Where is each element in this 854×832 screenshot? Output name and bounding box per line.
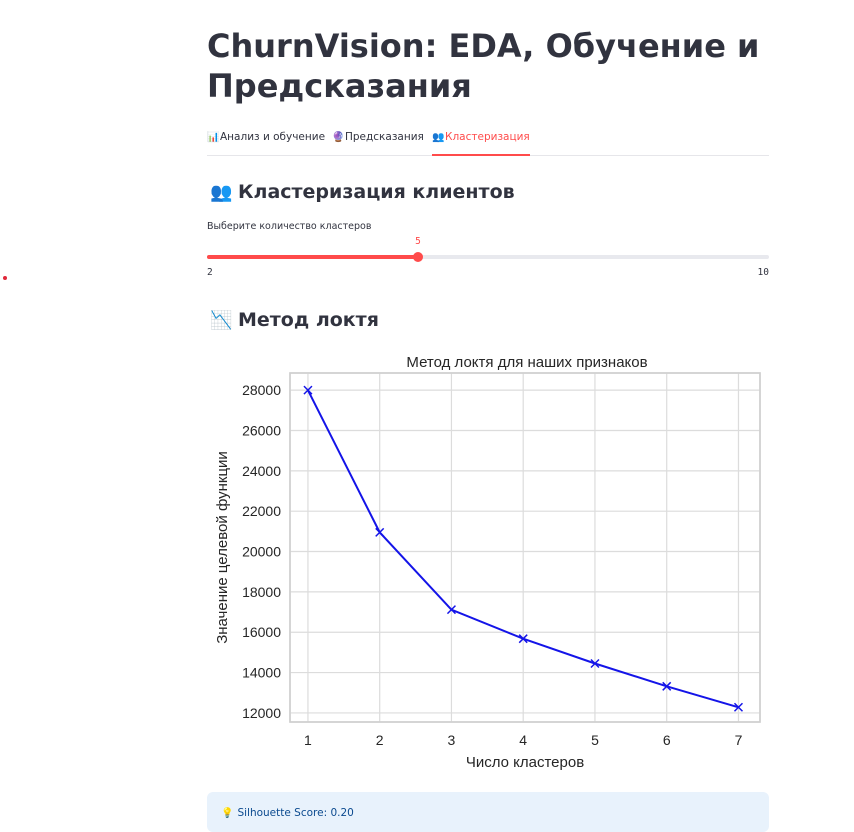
silhouette-info-box: 💡 Silhouette Score: 0.20	[207, 792, 769, 832]
y-tick-label: 22000	[242, 503, 281, 519]
x-tick-label: 5	[591, 732, 599, 748]
data-point	[375, 527, 385, 537]
y-tick-label: 18000	[242, 584, 281, 600]
tab-label: Предсказания	[345, 131, 424, 143]
y-tick-label: 14000	[242, 665, 281, 681]
plot-frame	[289, 372, 761, 723]
tab-label: Анализ и обучение	[220, 131, 326, 143]
x-tick-label: 6	[663, 732, 671, 748]
silhouette-score: Silhouette Score: 0.20	[237, 807, 354, 819]
slider-max-label: 10	[757, 267, 769, 278]
x-axis-label: Число кластеров	[466, 754, 584, 771]
x-tick-label: 3	[448, 732, 456, 748]
tab-label: Кластеризация	[445, 131, 530, 143]
slider-fill	[207, 255, 418, 259]
users-icon: 👥	[210, 182, 233, 203]
y-tick-label: 28000	[242, 382, 281, 398]
tab-analysis[interactable]: 📊Анализ и обучение	[207, 129, 325, 155]
y-tick-label: 26000	[242, 422, 281, 438]
data-point	[446, 605, 456, 615]
x-tick-label: 1	[304, 732, 312, 748]
y-tick-label: 20000	[242, 544, 281, 560]
tab-predictions[interactable]: 🔮Предсказания	[332, 129, 424, 155]
y-tick-label: 24000	[242, 463, 281, 479]
slider-label: Выберите количество кластеров	[207, 221, 372, 232]
data-point	[662, 681, 672, 691]
x-tick-label: 7	[735, 732, 743, 748]
tab-bar: 📊Анализ и обучение 🔮Предсказания 👥Класте…	[207, 129, 769, 156]
elbow-heading: 📉 Метод локтя	[210, 308, 379, 333]
elbow-chart: 1 2 3 4 5 6 7 12000 14000 16000 18000 20000 22000 240…	[214, 354, 761, 771]
elbow-heading-text: Метод локтя	[238, 309, 379, 331]
data-point	[303, 385, 313, 395]
slider-min-label: 2	[207, 267, 213, 278]
data-point	[590, 658, 600, 669]
plot-area	[289, 372, 761, 723]
data-point	[733, 702, 744, 712]
crystal-ball-icon: 🔮	[332, 132, 345, 143]
bar-chart-icon: 📊	[207, 132, 220, 143]
y-tick-label: 16000	[242, 624, 281, 640]
x-tick-label: 2	[376, 732, 384, 748]
x-tick-label: 4	[519, 732, 527, 748]
chart-decreasing-icon: 📉	[210, 310, 233, 331]
chart-title: Метод локтя для наших признаков	[406, 354, 647, 371]
tab-clustering[interactable]: 👥Кластеризация	[432, 129, 530, 156]
y-axis-label: Значение целевой функции	[214, 451, 231, 644]
page-title: ChurnVision: EDA, Обучение и Предсказани…	[207, 27, 760, 105]
clustering-heading-text: Кластеризация клиентов	[238, 181, 515, 203]
users-icon: 👥	[432, 132, 445, 143]
slider-thumb[interactable]	[413, 252, 423, 262]
slider-value: 5	[415, 236, 421, 247]
clustering-heading: 👥 Кластеризация клиентов	[210, 180, 515, 205]
silhouette-text-row: 💡 Silhouette Score: 0.20	[221, 807, 354, 819]
data-point	[518, 634, 528, 644]
lightbulb-icon: 💡	[221, 808, 234, 819]
y-tick-label: 12000	[242, 705, 281, 721]
cluster-count-slider[interactable]	[207, 252, 769, 262]
red-dot-marker	[3, 276, 7, 280]
